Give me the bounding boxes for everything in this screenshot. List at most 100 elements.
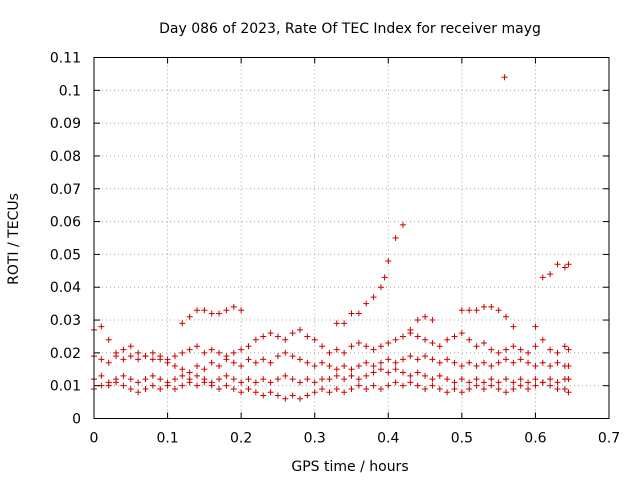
data-point (517, 376, 524, 383)
data-point (326, 362, 333, 369)
data-point (407, 379, 414, 386)
x-tick-label: 0.2 (230, 431, 252, 447)
data-point (392, 235, 399, 241)
data-point (400, 356, 406, 363)
data-point (532, 362, 539, 369)
data-point (149, 356, 156, 363)
data-point (400, 382, 406, 389)
data-point (547, 346, 554, 353)
data-point (179, 366, 186, 373)
data-point (532, 382, 539, 389)
data-point (532, 343, 539, 350)
data-point (488, 376, 495, 383)
data-point (311, 389, 318, 396)
data-point (127, 353, 134, 360)
data-point (444, 376, 451, 383)
data-point (341, 320, 348, 327)
data-point (149, 382, 156, 389)
data-point (451, 333, 458, 340)
data-point (333, 320, 340, 327)
data-point (230, 359, 237, 366)
data-point (370, 346, 377, 353)
data-point (561, 264, 568, 271)
series-satellite-a (91, 366, 572, 386)
data-point (377, 343, 384, 350)
data-point (501, 74, 508, 81)
data-point (400, 369, 406, 376)
data-point (297, 326, 303, 333)
data-point (267, 379, 274, 386)
data-point (260, 392, 267, 399)
y-tick-label: 0.09 (50, 116, 81, 132)
data-point (370, 294, 377, 301)
data-point (429, 317, 436, 324)
data-point (341, 389, 348, 396)
series-satellite-d (91, 323, 572, 363)
data-point (488, 362, 495, 369)
plot-frame (93, 57, 610, 419)
data-point (289, 376, 296, 383)
data-point (385, 369, 392, 376)
data-point (142, 385, 149, 392)
y-tick-label: 0.11 (50, 51, 81, 67)
data-point (208, 382, 215, 389)
x-axis-label: GPS time / hours (291, 459, 408, 475)
data-point (488, 303, 495, 310)
data-point (238, 346, 245, 353)
data-point (319, 343, 326, 350)
data-point (451, 385, 458, 392)
data-point (355, 382, 362, 389)
data-point (466, 385, 473, 392)
data-point (238, 389, 245, 396)
data-point (385, 356, 392, 363)
data-point (252, 336, 259, 343)
data-point (561, 385, 568, 392)
data-point (319, 385, 326, 392)
data-point (444, 356, 451, 363)
data-point (392, 336, 399, 343)
data-point (171, 385, 178, 392)
data-point (208, 310, 215, 317)
data-points (91, 74, 572, 402)
data-point (414, 382, 421, 389)
data-point (495, 307, 502, 314)
data-point (157, 385, 164, 392)
data-point (98, 372, 105, 379)
data-point (495, 349, 502, 356)
data-point (414, 369, 421, 376)
data-point (186, 346, 193, 353)
data-point (171, 362, 178, 369)
data-point (252, 389, 259, 396)
data-point (274, 333, 281, 340)
data-point (510, 343, 517, 350)
data-point (135, 356, 142, 363)
data-point (149, 349, 156, 356)
data-point (304, 392, 311, 399)
data-point (466, 336, 473, 343)
data-point (333, 346, 340, 353)
data-point (510, 359, 517, 366)
data-point (363, 300, 370, 307)
data-point (355, 362, 362, 369)
data-point (223, 372, 230, 379)
data-point (274, 392, 281, 399)
data-point (194, 307, 200, 314)
data-point (444, 336, 451, 343)
data-point (333, 366, 340, 373)
data-point (547, 376, 554, 383)
data-point (348, 310, 355, 317)
data-point (539, 336, 546, 343)
data-point (179, 372, 186, 379)
data-point (120, 372, 127, 379)
data-point (429, 356, 436, 363)
data-point (230, 385, 237, 392)
y-tick-label: 0.01 (50, 379, 81, 395)
data-point (532, 323, 539, 330)
x-tick-label: 0.6 (524, 431, 546, 447)
data-point (503, 313, 509, 320)
data-point (223, 382, 230, 389)
data-point (414, 317, 421, 324)
data-point (98, 323, 105, 330)
data-point (561, 343, 568, 350)
